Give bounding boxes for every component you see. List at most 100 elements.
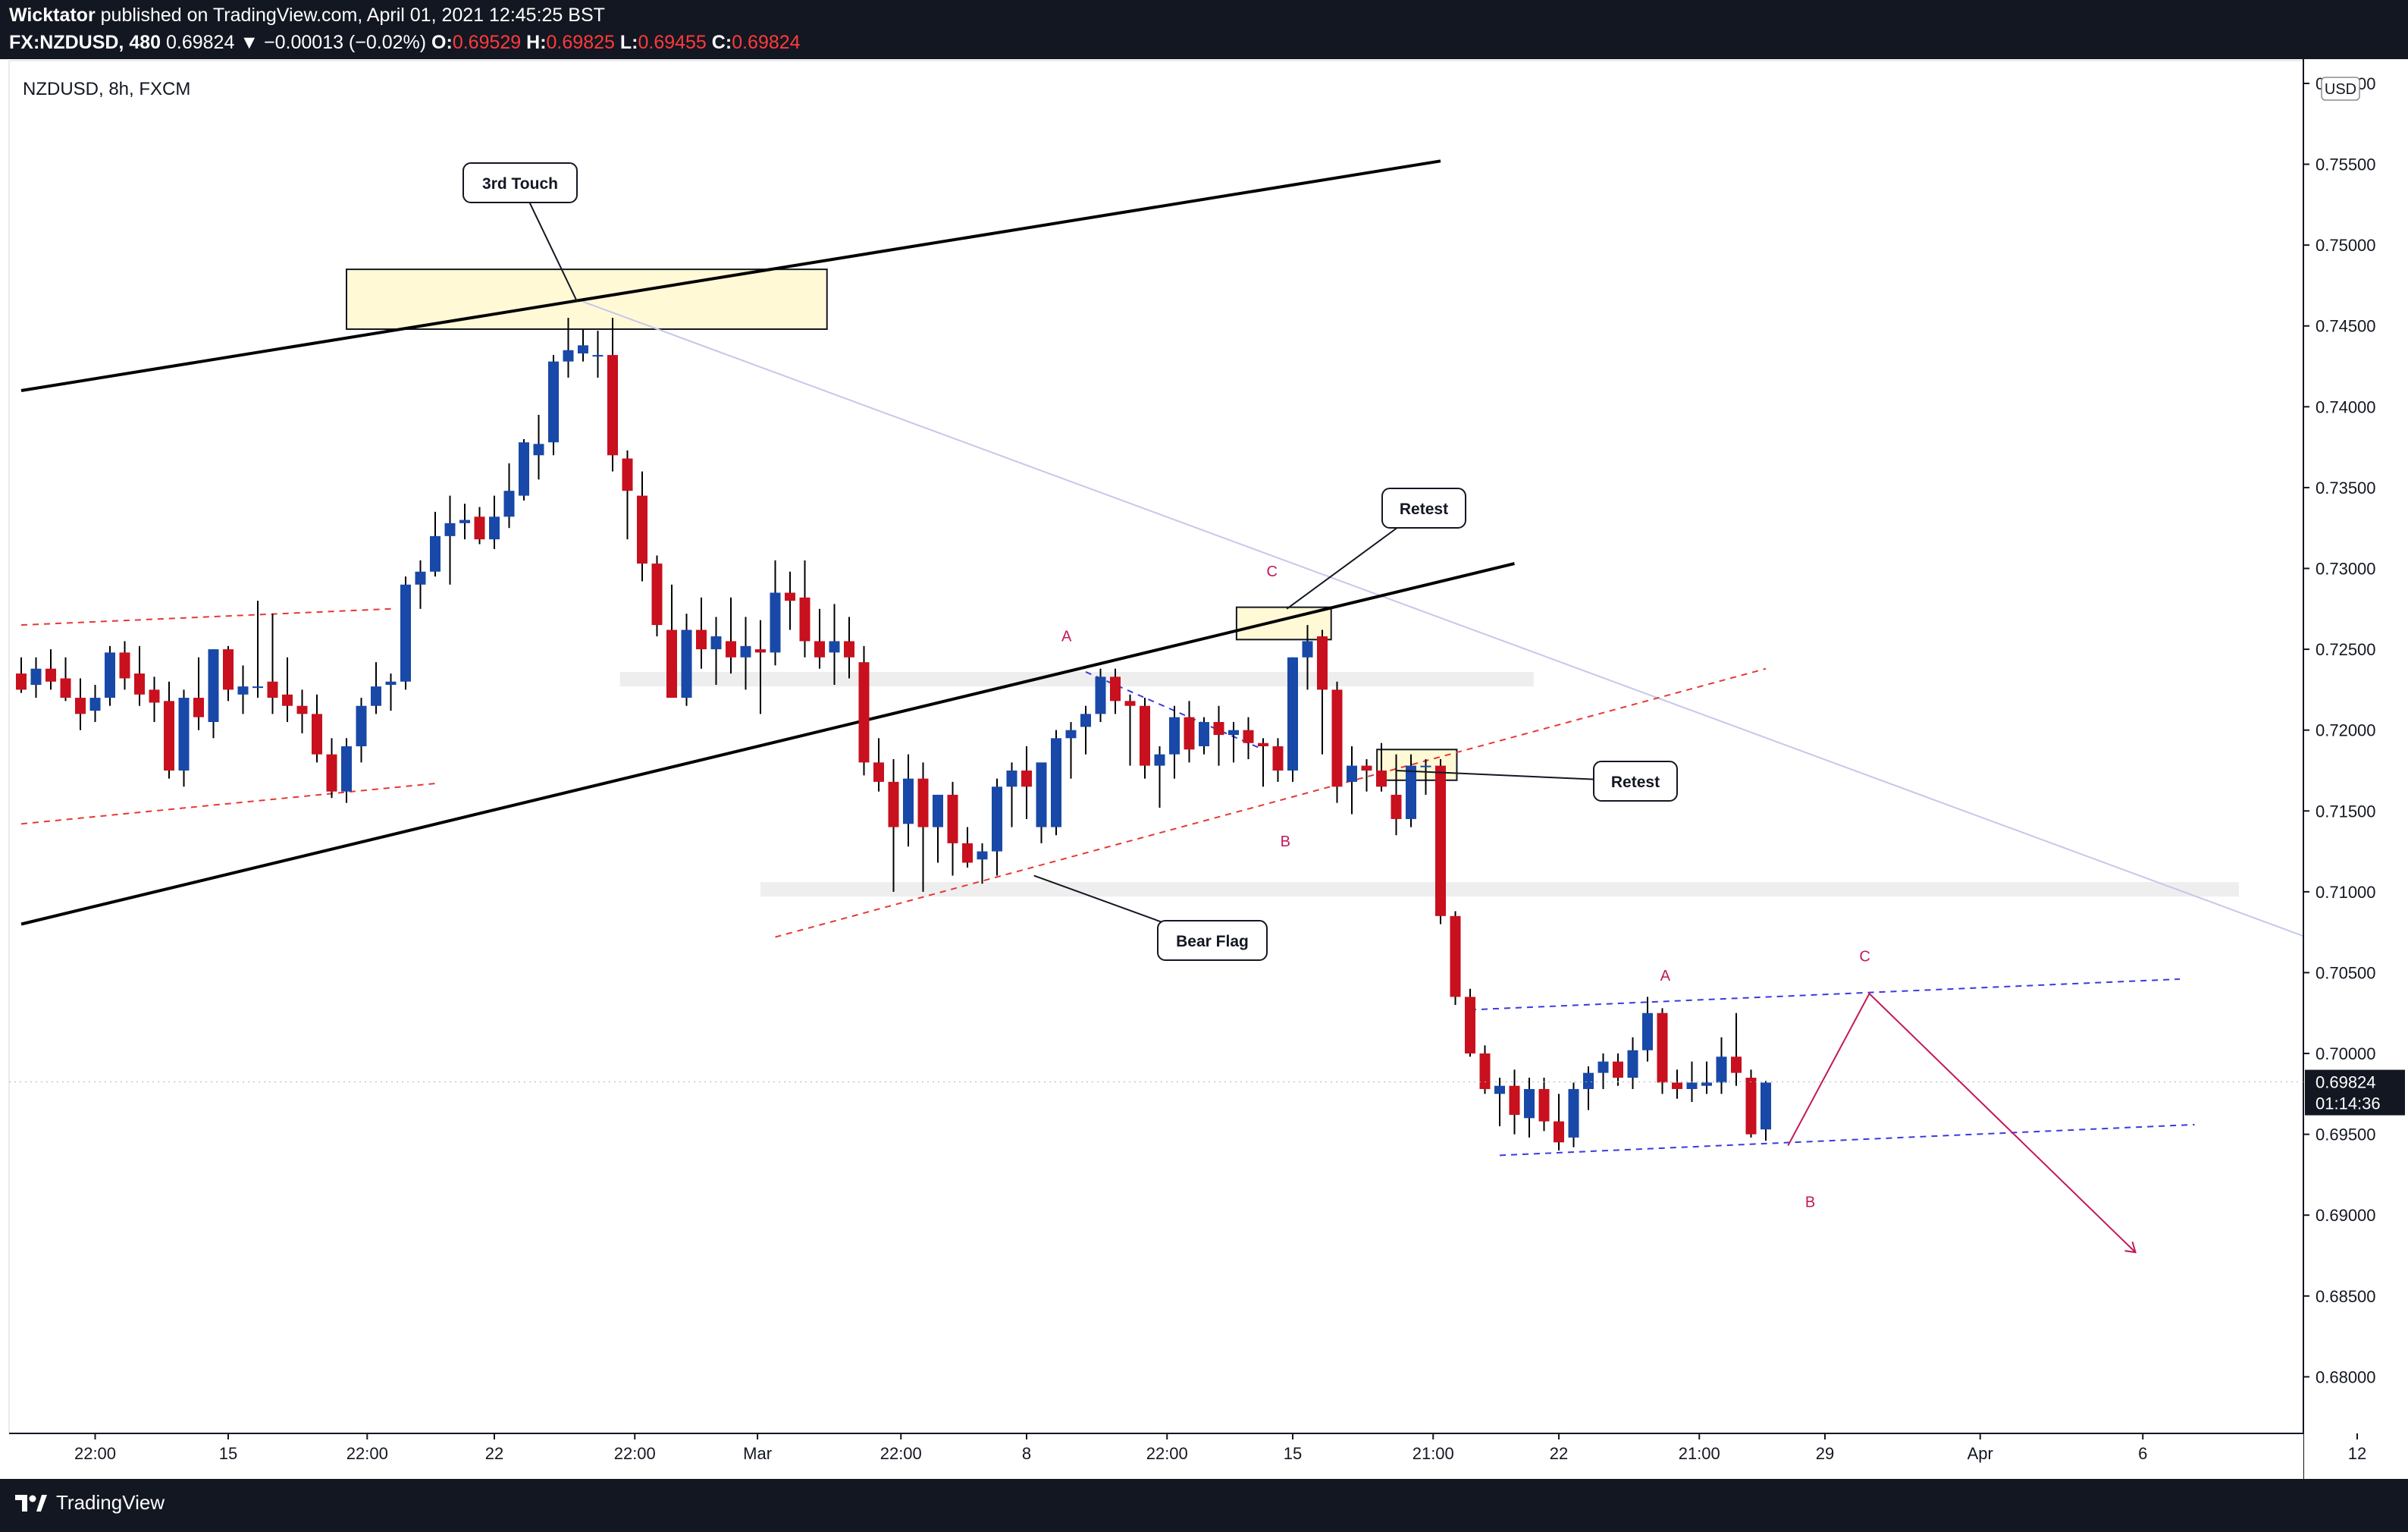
candle-body	[888, 781, 899, 827]
publish-header: Wicktator published on TradingView.com, …	[0, 0, 2408, 59]
wave-label: B	[1281, 833, 1290, 850]
candle-body	[178, 698, 190, 771]
price-chart[interactable]: 3rd Touch Retest Retest Bear Flag A B C A B C NZDU…	[0, 59, 2408, 1479]
candle-body	[1538, 1088, 1550, 1122]
candle-body	[385, 681, 397, 685]
price-axis[interactable]	[2303, 59, 2408, 1479]
y-tick-label: 0.68000	[2316, 1367, 2376, 1386]
plot-border	[8, 60, 2304, 1434]
candle-body	[1479, 1053, 1491, 1089]
candle-body	[844, 641, 854, 658]
candle-body	[1465, 997, 1475, 1054]
candle-body	[164, 701, 174, 771]
publisher-name[interactable]: Wicktator	[9, 5, 96, 26]
time-axis[interactable]	[9, 1434, 2303, 1479]
candle-body	[1080, 714, 1091, 727]
candle-body	[947, 794, 958, 843]
y-tick-label: 0.70000	[2316, 1044, 2376, 1063]
candle-body	[977, 851, 988, 860]
candle-body	[873, 762, 884, 782]
chart-title: NZDUSD, 8h, FXCM	[23, 79, 190, 99]
high-label: H:	[526, 32, 547, 53]
candle-body	[1745, 1078, 1757, 1135]
x-tick-label: 22	[485, 1444, 503, 1463]
candle-body	[223, 649, 234, 690]
candle-body	[208, 649, 219, 723]
y-tick-label: 0.69000	[2316, 1206, 2376, 1225]
candle-body	[1006, 770, 1017, 787]
x-tick-label: 21:00	[1679, 1444, 1720, 1463]
callout-box[interactable]	[1593, 761, 1678, 802]
candle-body	[785, 592, 795, 601]
candle-body	[30, 668, 42, 685]
candle-body	[296, 705, 308, 714]
y-tick-label: 0.72000	[2316, 721, 2376, 740]
candle-body	[193, 698, 204, 717]
candle-body	[1243, 730, 1254, 743]
candle-body	[933, 794, 943, 827]
candle-body	[267, 681, 278, 699]
candle-body	[681, 629, 692, 699]
y-tick-label: 0.73500	[2316, 479, 2376, 498]
candle-body	[651, 564, 663, 626]
footer-bar: TradingView	[0, 1479, 2408, 1532]
y-tick-label: 0.71000	[2316, 883, 2376, 902]
candle-body	[1450, 915, 1461, 997]
open-value: 0.69529	[452, 32, 522, 53]
publisher-line: Wicktator published on TradingView.com, …	[9, 5, 605, 27]
candle-body	[1065, 730, 1077, 739]
candle-body	[917, 778, 929, 827]
candle-body	[696, 629, 707, 650]
candle-body	[489, 516, 500, 540]
candle-body	[710, 636, 722, 650]
candle-body	[563, 350, 574, 362]
candle-body	[105, 652, 115, 699]
candle-body	[1184, 717, 1195, 750]
y-tick-label: 0.74500	[2316, 317, 2376, 336]
last-price: 0.69824	[166, 32, 235, 53]
candle-body	[1213, 722, 1224, 736]
wave-label: A	[1660, 968, 1671, 984]
candle-body	[1287, 657, 1298, 771]
close-label: C:	[711, 32, 732, 53]
candle-body	[1331, 689, 1343, 787]
candle-body	[1302, 641, 1313, 658]
x-tick-label: 22:00	[1146, 1444, 1188, 1463]
candle-body	[1554, 1121, 1564, 1143]
candle-body	[548, 361, 559, 443]
candle-body	[503, 491, 515, 517]
candle-body	[1657, 1012, 1668, 1083]
candle-body	[1317, 636, 1328, 690]
wedge-lower-line	[20, 562, 1515, 926]
x-tick-label: 15	[219, 1444, 237, 1463]
candle-body	[770, 592, 781, 653]
candle-body	[252, 686, 263, 689]
candle-body	[1110, 677, 1121, 702]
ohlc-line: FX:NZDUSD, 480 0.69824 ▼ −0.00013 (−0.02…	[9, 32, 801, 54]
candle-body	[134, 673, 145, 695]
published-text: published on TradingView.com, April 01, …	[100, 5, 605, 26]
wave-label: C	[1859, 949, 1870, 965]
candle-body	[578, 345, 588, 353]
candle-body	[237, 686, 249, 695]
callout-box[interactable]	[462, 162, 578, 203]
candle-body	[312, 714, 322, 755]
callout-box[interactable]	[1157, 920, 1268, 961]
candle-body	[430, 535, 441, 572]
candle-body	[149, 689, 160, 703]
wedge-upper-line	[20, 159, 1441, 392]
tradingview-logo-icon	[15, 1494, 47, 1512]
candle-body	[16, 673, 27, 690]
tradingview-brand[interactable]: TradingView	[14, 1491, 165, 1515]
callout-box[interactable]	[1381, 488, 1466, 529]
candle-body	[474, 516, 485, 540]
candle-body	[992, 786, 1002, 852]
candle-body	[962, 843, 973, 863]
y-tick-label: 0.71500	[2316, 802, 2376, 821]
candle-body	[1731, 1056, 1742, 1073]
callout-label: Retest	[1611, 774, 1660, 791]
candle-body	[1761, 1082, 1771, 1130]
candle-body	[829, 641, 840, 653]
callout-label: 3rd Touch	[482, 175, 558, 193]
candle-body	[666, 629, 677, 699]
